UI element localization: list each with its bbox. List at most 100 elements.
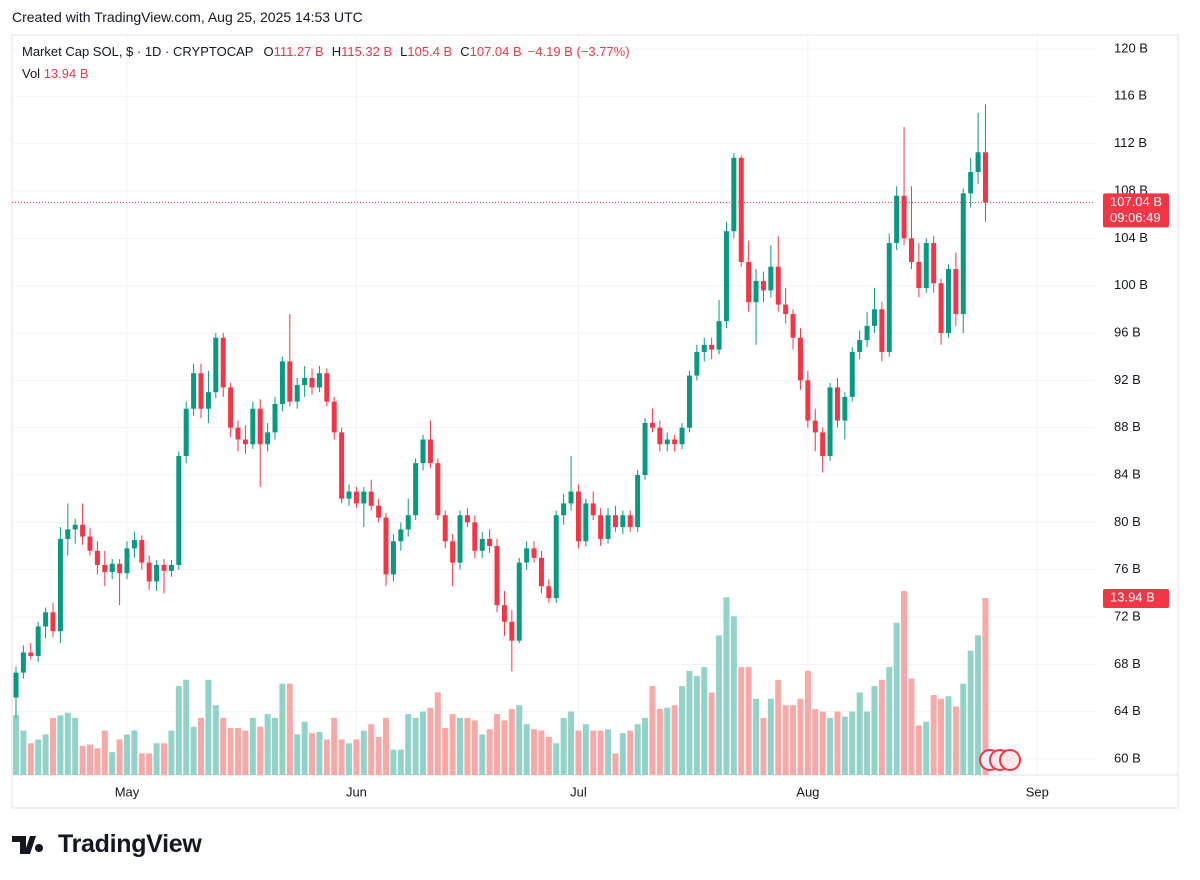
volume-bar bbox=[116, 739, 123, 775]
candle-body bbox=[220, 337, 226, 388]
candle-body bbox=[161, 564, 167, 571]
candle-body bbox=[797, 337, 803, 381]
volume-bar bbox=[605, 729, 612, 775]
volume-bar bbox=[212, 705, 219, 775]
volume-bar bbox=[161, 743, 168, 775]
volume-bar bbox=[967, 650, 974, 775]
candle-body bbox=[324, 373, 330, 402]
volume-bar bbox=[634, 724, 641, 775]
candle-body bbox=[176, 456, 182, 565]
candle-body bbox=[672, 439, 678, 445]
volume-bar bbox=[804, 670, 811, 775]
candle-body bbox=[598, 515, 604, 539]
volume-bar bbox=[420, 711, 427, 775]
volume-bar bbox=[235, 728, 242, 775]
volume-bar bbox=[279, 683, 286, 775]
volume-bar bbox=[198, 717, 205, 775]
candle-body bbox=[908, 238, 914, 262]
candle-body bbox=[102, 564, 108, 573]
volume-bar bbox=[782, 705, 789, 775]
volume-bar bbox=[124, 734, 131, 775]
volume-bar bbox=[797, 698, 804, 775]
candle-body bbox=[768, 266, 774, 291]
candle-body bbox=[353, 491, 359, 504]
volume-bar bbox=[708, 692, 715, 775]
volume-bar bbox=[738, 667, 745, 775]
candle-body bbox=[753, 280, 759, 303]
volume-bar bbox=[501, 720, 508, 775]
candle-body bbox=[168, 564, 174, 571]
candle-body bbox=[257, 408, 263, 445]
candle-body bbox=[894, 195, 900, 244]
volume-bar bbox=[301, 721, 308, 775]
volume-bar bbox=[183, 679, 190, 775]
candle-body bbox=[716, 321, 722, 350]
candle-body bbox=[242, 439, 248, 445]
candle-body bbox=[664, 439, 670, 445]
symbol: Market Cap SOL, $ · 1D · CRYPTOCAP bbox=[22, 44, 254, 59]
volume-bar bbox=[982, 598, 989, 775]
volume-bar bbox=[531, 729, 538, 775]
volume-bar bbox=[449, 714, 456, 775]
candle-body bbox=[827, 387, 833, 457]
candle-body bbox=[923, 243, 929, 289]
volume-bar bbox=[20, 730, 27, 775]
candle-body bbox=[368, 491, 374, 506]
volume-bar bbox=[871, 686, 878, 775]
volume-bar bbox=[812, 708, 819, 775]
volume-bar bbox=[597, 730, 604, 775]
volume-bar bbox=[686, 670, 693, 775]
volume-bar bbox=[338, 739, 345, 775]
candle-body bbox=[361, 491, 367, 504]
volume-bar bbox=[146, 753, 153, 775]
volume-bar bbox=[612, 753, 619, 775]
y-tick-label: 60 B bbox=[1114, 750, 1141, 765]
field-value: 115.32 B bbox=[341, 44, 393, 59]
candle-body bbox=[516, 562, 522, 641]
volume-bar bbox=[753, 698, 760, 775]
candle-body bbox=[213, 337, 219, 393]
volume-bar bbox=[952, 706, 959, 775]
volume-bar bbox=[205, 679, 212, 775]
candle-body bbox=[701, 344, 707, 352]
candle-body bbox=[901, 195, 907, 239]
candle-body bbox=[871, 309, 877, 326]
candle-body bbox=[879, 309, 885, 352]
candle-body bbox=[916, 261, 922, 289]
volume-bar bbox=[42, 734, 49, 775]
candle-body bbox=[198, 373, 204, 409]
candle-body bbox=[287, 361, 293, 402]
volume-bar bbox=[723, 597, 730, 775]
volume-bar bbox=[264, 714, 271, 775]
candle-body bbox=[679, 427, 685, 445]
brand: TradingView bbox=[58, 830, 202, 858]
candle-body bbox=[931, 243, 937, 284]
volume-bar bbox=[538, 730, 545, 775]
candle-body bbox=[272, 403, 278, 433]
candle-body bbox=[583, 503, 589, 542]
volume-bar bbox=[819, 711, 826, 775]
candle-body bbox=[709, 344, 715, 350]
candle-body bbox=[820, 432, 826, 457]
candle-body bbox=[657, 427, 663, 445]
candle-body bbox=[413, 463, 419, 516]
candle-body bbox=[28, 652, 34, 657]
candle-body bbox=[849, 351, 855, 397]
volume-bar bbox=[464, 717, 471, 775]
field-value: 111.27 B bbox=[273, 44, 324, 59]
x-tick-label: May bbox=[115, 784, 140, 799]
volume-bar bbox=[878, 679, 885, 775]
volume-bar bbox=[457, 717, 464, 775]
volume-bar bbox=[664, 707, 671, 775]
volume-bar bbox=[87, 744, 94, 775]
y-tick-label: 92 B bbox=[1114, 372, 1141, 387]
volume-bar bbox=[901, 590, 908, 775]
volume-bar bbox=[760, 717, 767, 775]
candle-body bbox=[561, 503, 567, 516]
volume-bar bbox=[101, 730, 108, 775]
candle-body bbox=[450, 541, 456, 563]
candle-body bbox=[472, 522, 478, 551]
last-price-label: 107.04 B bbox=[1110, 194, 1162, 209]
candle-body bbox=[731, 157, 737, 232]
candle-body bbox=[228, 387, 234, 428]
